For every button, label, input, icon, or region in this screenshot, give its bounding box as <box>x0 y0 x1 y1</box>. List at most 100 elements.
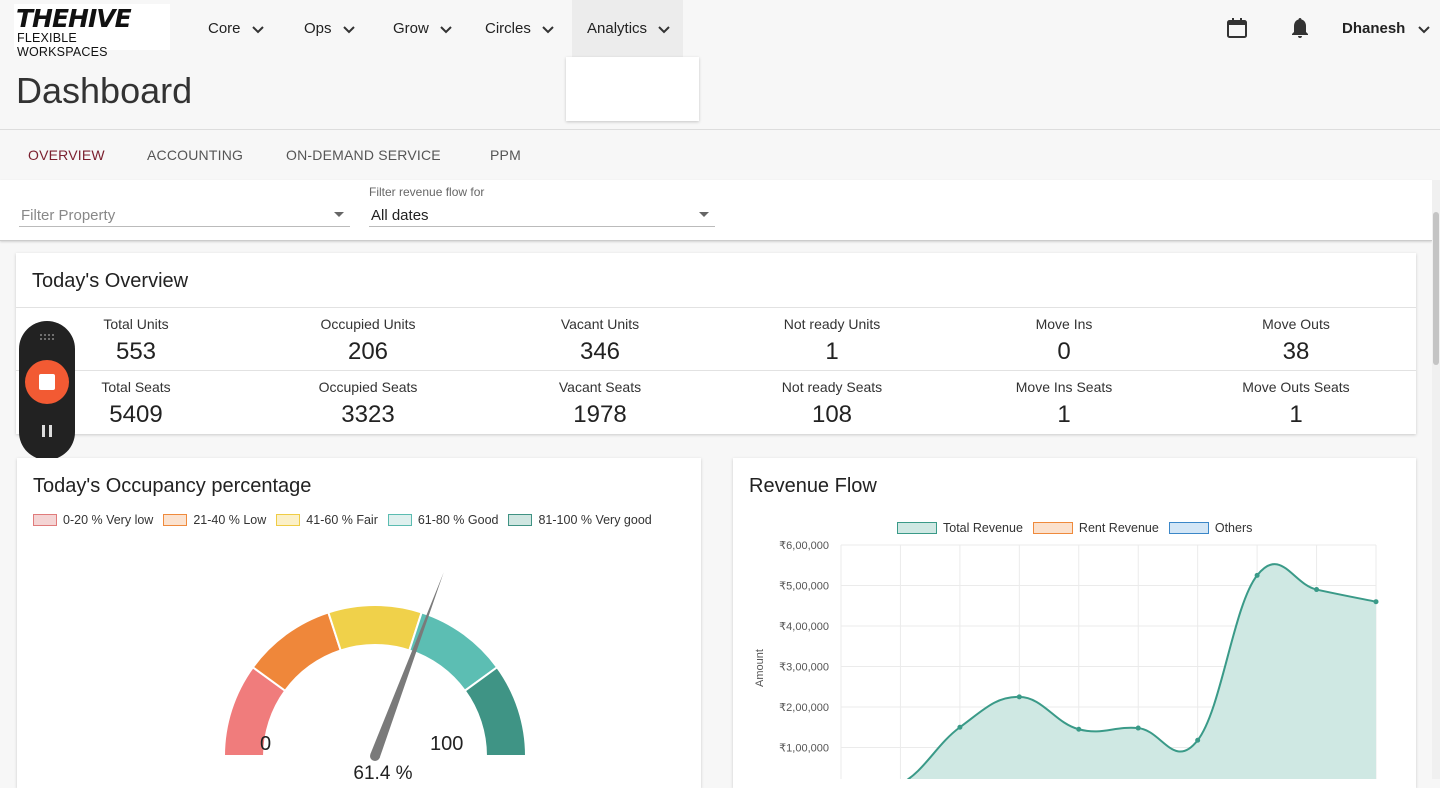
gauge-segment-5[interactable] <box>463 665 528 757</box>
total-revenue-point[interactable] <box>1016 694 1022 700</box>
chevron-down-icon <box>342 25 355 33</box>
legend-item-very-low[interactable]: 0-20 % Very low <box>33 513 153 527</box>
total-revenue-line <box>906 563 1377 779</box>
y-tick-label: ₹6,00,000 <box>779 540 829 552</box>
overview-title: Today's Overview <box>32 270 189 292</box>
tab-accounting[interactable]: ACCOUNTING <box>147 147 244 163</box>
todays-overview-card: Today's Overview Total Units 553 Occupied… <box>16 253 1416 434</box>
total-revenue-point[interactable] <box>1195 737 1201 743</box>
revenue-date-value: All dates <box>371 207 429 224</box>
chevron-down-icon <box>251 25 264 33</box>
total-revenue-area <box>908 564 1376 779</box>
total-revenue-point[interactable] <box>1314 587 1320 593</box>
y-tick-label: ₹2,00,000 <box>779 702 829 714</box>
nav-circles-label: Circles <box>485 20 531 37</box>
pause-icon[interactable] <box>40 423 54 439</box>
legend-item-rent-revenue[interactable]: Rent Revenue <box>1032 521 1159 535</box>
chevron-down-icon <box>542 25 554 33</box>
legend-swatch <box>33 514 57 526</box>
nav-analytics-label: Analytics <box>587 20 648 37</box>
chevron-down-icon <box>658 25 670 33</box>
stat-label: Total Seats <box>101 379 171 395</box>
nav-ops-label: Ops <box>304 20 332 37</box>
tab-overview[interactable]: OVERVIEW <box>28 147 105 163</box>
stop-recording-button[interactable] <box>25 360 69 404</box>
filter-property-select[interactable]: Filter Property <box>19 203 350 227</box>
seats-row: Total Seats 5409 Occupied Seats 3323 Vacan… <box>16 370 1416 433</box>
legend-swatch <box>1032 522 1073 534</box>
legend-label: Rent Revenue <box>1078 521 1159 535</box>
revenue-chart: ₹6,00,000 ₹5,00,000 ₹4,00,000 ₹3,00,000 ₹2,0… <box>754 540 1379 779</box>
stat-label: Vacant Seats <box>558 379 642 395</box>
stat-value: 206 <box>347 338 389 365</box>
gauge-min-label: 0 <box>260 733 271 755</box>
legend-label: Total Revenue <box>943 521 1023 535</box>
hive-logo[interactable]: THEHIVE FLEXIBLE WORKSPACES <box>14 4 170 59</box>
revenue-legend: Total Revenue Rent Revenue Others <box>897 521 1262 535</box>
tab-on-demand-service[interactable]: ON-DEMAND SERVICE <box>286 147 441 163</box>
revenue-title: Revenue Flow <box>749 475 877 497</box>
total-revenue-point[interactable] <box>957 724 963 730</box>
legend-label: 41-60 % Fair <box>306 513 378 527</box>
nav-core[interactable]: Core <box>208 0 265 57</box>
filter-bar: Filter Property Filter revenue flow for … <box>0 180 1432 241</box>
scrollbar-track[interactable] <box>1432 180 1440 779</box>
stat-label: Move Ins <box>1035 316 1093 332</box>
legend-item-total-revenue[interactable]: Total Revenue <box>897 521 1023 535</box>
stat-value: 553 <box>115 338 157 365</box>
stat-label: Move Outs <box>1262 316 1330 332</box>
analytics-dropdown-menu[interactable] <box>566 57 699 121</box>
legend-swatch <box>1168 522 1209 534</box>
chevron-down-icon <box>1418 25 1431 33</box>
gauge-needle-hub <box>370 751 380 761</box>
stat-value: 1 <box>825 338 839 365</box>
stat-value: 5409 <box>109 401 163 428</box>
nav-analytics[interactable]: Analytics <box>572 0 683 57</box>
stat-label: Not ready Seats <box>781 379 883 395</box>
chevron-down-icon <box>440 25 452 33</box>
total-revenue-point[interactable] <box>1135 725 1141 731</box>
occupancy-card: Today's Occupancy percentage 0-20 % Very… <box>17 458 701 788</box>
units-row: Total Units 553 Occupied Units 206 Vacant … <box>16 307 1416 370</box>
tab-ppm[interactable]: PPM <box>490 147 521 163</box>
bell-icon[interactable] <box>1288 16 1312 40</box>
revenue-flow-card: Revenue Flow Total Revenue Rent Revenue … <box>733 458 1416 788</box>
user-menu[interactable]: Dhanesh <box>1342 0 1431 57</box>
stat-value: 1 <box>1289 401 1303 428</box>
legend-item-others[interactable]: Others <box>1168 521 1253 535</box>
stat-label: Not ready Units <box>783 316 881 332</box>
total-revenue-point[interactable] <box>1076 726 1082 732</box>
gauge-segment-3[interactable] <box>327 603 423 652</box>
drag-handle-icon[interactable] <box>39 333 55 341</box>
calendar-icon[interactable] <box>1225 16 1249 40</box>
y-tick-label: ₹4,00,000 <box>779 621 829 633</box>
total-revenue-point[interactable] <box>1373 599 1379 605</box>
legend-label: 61-80 % Good <box>417 513 499 527</box>
stat-label: Occupied Seats <box>318 379 418 395</box>
legend-label: Others <box>1214 521 1253 535</box>
stat-label: Move Ins Seats <box>1015 379 1113 395</box>
nav-circles[interactable]: Circles <box>485 0 555 57</box>
legend-item-very-good[interactable]: 81-100 % Very good <box>508 513 652 527</box>
gauge-max-label: 100 <box>430 733 463 755</box>
stat-value: 346 <box>579 338 621 365</box>
dropdown-arrow-icon <box>699 212 709 217</box>
legend-label: 81-100 % Very good <box>538 513 652 527</box>
legend-item-good[interactable]: 61-80 % Good <box>387 513 499 527</box>
logo-tagline: FLEXIBLE WORKSPACES <box>17 31 108 59</box>
revenue-date-select[interactable]: All dates <box>369 203 715 227</box>
legend-item-fair[interactable]: 41-60 % Fair <box>276 513 378 527</box>
nav-grow[interactable]: Grow <box>393 0 453 57</box>
top-navbar: THEHIVE FLEXIBLE WORKSPACES Core Ops Gro… <box>0 0 1440 59</box>
screen-recorder-widget <box>19 321 75 460</box>
nav-ops[interactable]: Ops <box>304 0 356 57</box>
legend-item-low[interactable]: 21-40 % Low <box>163 513 266 527</box>
dashboard-tabs: OVERVIEW ACCOUNTING ON-DEMAND SERVICE PP… <box>0 129 1440 180</box>
user-name: Dhanesh <box>1342 20 1406 37</box>
chart-series <box>906 563 1379 779</box>
occupancy-title: Today's Occupancy percentage <box>33 475 312 497</box>
filter-property-placeholder: Filter Property <box>21 207 116 224</box>
scrollbar-thumb[interactable] <box>1433 212 1439 365</box>
total-revenue-point[interactable] <box>1254 572 1260 578</box>
nav-core-label: Core <box>208 20 241 37</box>
